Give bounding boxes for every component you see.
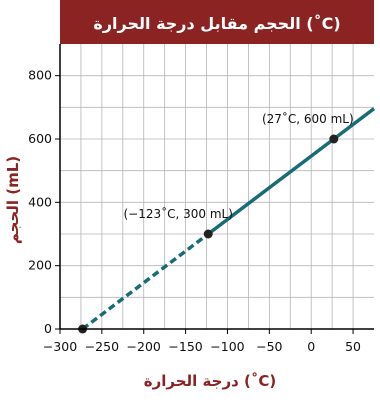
x-tick-label: −100 bbox=[210, 339, 244, 354]
point-annotation: (−123˚C, 300 mL) bbox=[123, 206, 232, 221]
y-axis-label: الحجم (mL) bbox=[4, 156, 22, 244]
x-axis-label: درجة الحرارة (˚C) bbox=[144, 372, 276, 390]
x-tick-label: −200 bbox=[127, 339, 161, 354]
y-tick-label: 0 bbox=[44, 321, 52, 336]
y-tick-label: 800 bbox=[28, 68, 52, 83]
data-point bbox=[203, 229, 213, 239]
y-ticks: 0 200 400 600 800 bbox=[28, 68, 60, 336]
chart-title-bar bbox=[60, 0, 374, 44]
y-tick-label: 200 bbox=[28, 258, 52, 273]
data-point bbox=[329, 134, 339, 144]
annotations: (27˚C, 600 mL) (−123˚C, 300 mL) bbox=[123, 111, 353, 221]
plot-area bbox=[60, 44, 374, 329]
x-ticks: −300 −250 −200 −150 −100 −50 0 50 bbox=[43, 329, 361, 354]
chart-title: الحجم مقابل درجة الحرارة (˚C) bbox=[93, 14, 340, 33]
y-tick-label: 600 bbox=[28, 131, 52, 146]
x-tick-label: −250 bbox=[85, 339, 119, 354]
extrapolated-line bbox=[81, 232, 210, 331]
y-tick-label: 400 bbox=[28, 194, 52, 209]
x-tick-label: 50 bbox=[345, 339, 361, 354]
x-tick-label: −150 bbox=[168, 339, 202, 354]
x-tick-label: −300 bbox=[43, 339, 77, 354]
point-annotation: (27˚C, 600 mL) bbox=[262, 111, 354, 126]
x-tick-label: 0 bbox=[307, 339, 315, 354]
x-tick-label: −50 bbox=[256, 339, 282, 354]
